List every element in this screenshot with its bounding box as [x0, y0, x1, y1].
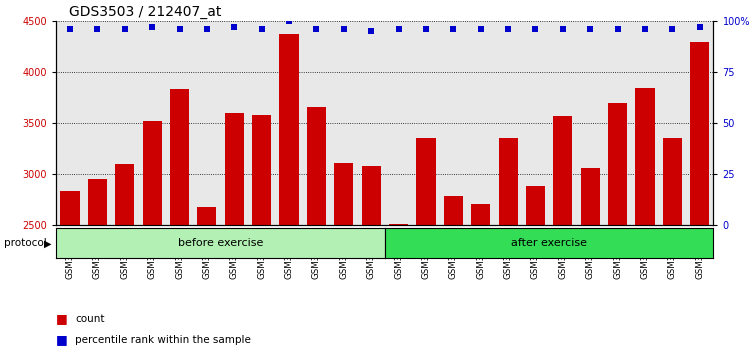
Bar: [526, 186, 545, 354]
Bar: [659, 21, 686, 225]
Point: [502, 27, 514, 32]
Text: protocol: protocol: [4, 238, 47, 249]
Bar: [389, 224, 408, 354]
Bar: [83, 21, 111, 225]
Bar: [412, 21, 439, 225]
Point: [146, 24, 158, 30]
Bar: [143, 121, 161, 354]
Point: [556, 27, 569, 32]
Bar: [416, 138, 436, 354]
Point: [475, 27, 487, 32]
Bar: [276, 21, 303, 225]
Bar: [690, 42, 710, 354]
Point: [393, 27, 405, 32]
Point: [666, 27, 678, 32]
Bar: [193, 21, 221, 225]
Bar: [471, 205, 490, 354]
Bar: [334, 163, 354, 354]
Bar: [608, 103, 627, 354]
Point: [420, 27, 432, 32]
Bar: [522, 21, 549, 225]
Text: percentile rank within the sample: percentile rank within the sample: [75, 335, 251, 345]
Point: [584, 27, 596, 32]
Point: [448, 27, 460, 32]
Point: [64, 27, 76, 32]
Point: [611, 27, 623, 32]
Point: [119, 27, 131, 32]
Point: [639, 27, 651, 32]
Bar: [198, 207, 216, 354]
Bar: [362, 166, 381, 354]
Bar: [553, 116, 572, 354]
Bar: [499, 138, 517, 354]
Bar: [225, 113, 244, 354]
Bar: [252, 115, 271, 354]
Bar: [494, 21, 522, 225]
Bar: [170, 90, 189, 354]
Text: ■: ■: [56, 333, 68, 346]
Bar: [357, 21, 385, 225]
Bar: [56, 21, 83, 225]
Bar: [549, 21, 577, 225]
Bar: [221, 21, 248, 225]
Bar: [138, 21, 166, 225]
Bar: [330, 21, 357, 225]
Point: [338, 27, 350, 32]
Point: [255, 27, 267, 32]
Bar: [166, 21, 193, 225]
Bar: [307, 107, 326, 354]
Bar: [111, 21, 138, 225]
Bar: [279, 34, 299, 354]
Point: [92, 27, 104, 32]
Text: ■: ■: [56, 312, 68, 325]
Text: count: count: [75, 314, 104, 324]
Bar: [248, 21, 276, 225]
Text: after exercise: after exercise: [511, 238, 587, 249]
Point: [694, 24, 706, 30]
Bar: [60, 191, 80, 354]
Point: [310, 27, 322, 32]
Bar: [115, 164, 134, 354]
Point: [365, 29, 377, 34]
Point: [283, 18, 295, 24]
Bar: [88, 179, 107, 354]
Bar: [303, 21, 330, 225]
Point: [173, 27, 185, 32]
Bar: [604, 21, 632, 225]
Point: [529, 27, 541, 32]
Bar: [632, 21, 659, 225]
Bar: [663, 138, 682, 354]
Bar: [686, 21, 713, 225]
Bar: [581, 168, 600, 354]
Bar: [577, 21, 604, 225]
Bar: [467, 21, 494, 225]
Bar: [444, 196, 463, 354]
Bar: [385, 21, 412, 225]
Bar: [439, 21, 467, 225]
Text: before exercise: before exercise: [178, 238, 264, 249]
Point: [201, 27, 213, 32]
Bar: [635, 88, 655, 354]
Point: [228, 24, 240, 30]
Text: ▶: ▶: [44, 238, 51, 249]
Text: GDS3503 / 212407_at: GDS3503 / 212407_at: [70, 5, 222, 19]
